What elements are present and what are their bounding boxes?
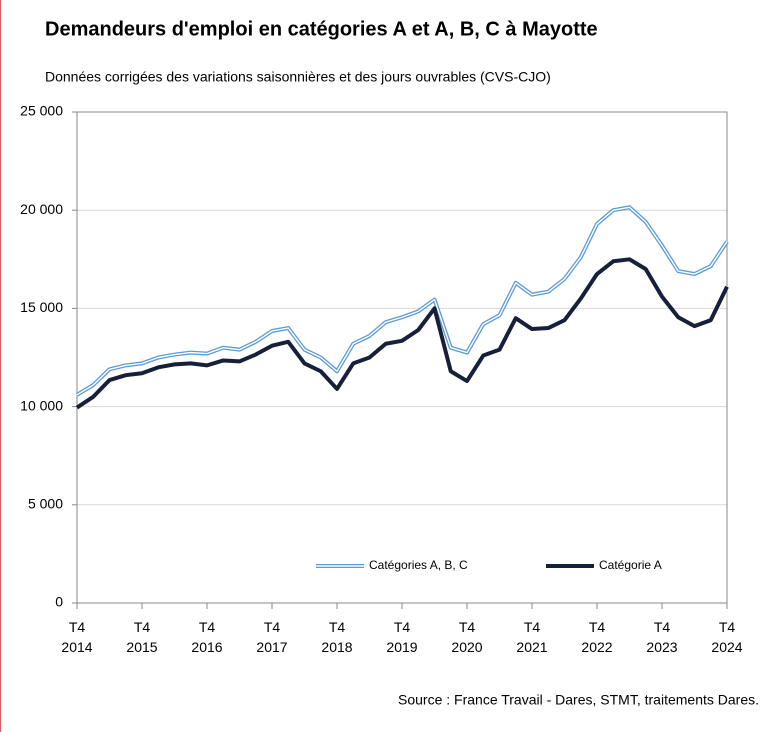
x-tick-label: T4 2017 xyxy=(256,619,288,655)
chart-subtitle: Données corrigées des variations saisonn… xyxy=(45,69,551,85)
source: Source : France Travail - Dares, STMT, t… xyxy=(398,692,759,708)
y-tick-label: 15 000 xyxy=(20,299,63,315)
y-tick-label: 5 000 xyxy=(28,496,63,512)
series-line xyxy=(75,257,729,410)
y-tick-label: 10 000 xyxy=(20,397,63,413)
x-tick-label: T4 2022 xyxy=(581,619,613,655)
x-tick-label: T4 2015 xyxy=(126,619,158,655)
chart-title: Demandeurs d'emploi en catégories A et A… xyxy=(45,18,598,40)
x-tick-label: T4 2021 xyxy=(516,619,548,655)
legend-label: Catégories A, B, C xyxy=(369,558,468,572)
series-line-inner xyxy=(76,206,728,396)
y-tick-label: 0 xyxy=(55,594,63,610)
x-tick-label: T4 2019 xyxy=(386,619,418,655)
x-tick-label: T4 2024 xyxy=(711,619,743,655)
y-tick-label: 25 000 xyxy=(20,103,63,119)
x-tick-label: T4 2020 xyxy=(451,619,483,655)
y-tick-label: 20 000 xyxy=(20,201,63,217)
x-tick-label: T4 2023 xyxy=(646,619,678,655)
x-tick-label: T4 2016 xyxy=(191,619,223,655)
x-tick-label: T4 2018 xyxy=(321,619,353,655)
x-tick-label: T4 2014 xyxy=(61,619,93,655)
series-line xyxy=(75,205,729,397)
legend-label: Catégorie A xyxy=(599,558,662,572)
plot-frame xyxy=(76,111,728,604)
